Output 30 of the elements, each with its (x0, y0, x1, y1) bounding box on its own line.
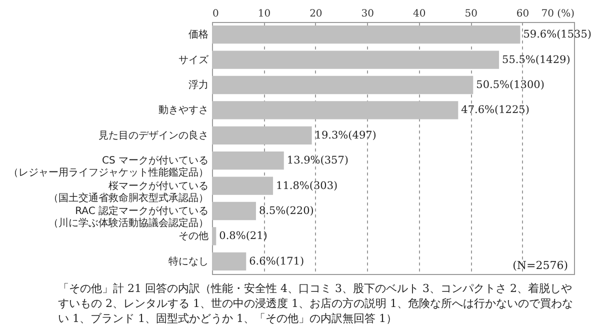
data-label: 13.9%(357) (286, 154, 348, 167)
text: 「その他」計 21 回答の内訳（性能・安全性 4、口コミ 3、股下のベルト 3、コンパクトさ 2、着脱しやすいもの 2、レンタルする 1、世の中の浸透度 1、お店の方の説明 1、危険な所へは行かないので買わない 1、ブランド 1、固型式かどうか 1、「その他」の内訳無回答 1） (58, 281, 574, 326)
data-label: 8.5%(220) (258, 205, 314, 217)
x-tick-label: 10 (258, 8, 271, 20)
annotation: (N=2576) (512, 259, 568, 272)
y-tick-label: 動きやすさ (158, 105, 208, 116)
data-label: 59.6%(1535) (523, 28, 592, 41)
y-tick-label: 浮力 (188, 79, 208, 91)
y-tick-label: 特になし (168, 255, 208, 268)
y-tick-label: 桜マークが付いている（国土交通省救命胴衣型式承認品） (48, 180, 208, 204)
x-tick-label: 30 (361, 8, 374, 20)
x-tick-label: 60 (516, 8, 530, 20)
data-label: 6.6%(171) (249, 255, 304, 268)
data-label: 19.3%(497) (314, 129, 376, 142)
data-label: 50.5%(1300) (476, 79, 544, 91)
x-tick-label: 70 (%) (541, 8, 575, 20)
x-tick-label: 20 (310, 8, 322, 20)
y-tick-label: RAC 認定マークが付いている（川に学ぶ体験活動協議会認定品） (48, 205, 208, 229)
x-tick-label: 40 (412, 8, 426, 20)
x-tick-label: 50 (464, 8, 478, 20)
data-label: 55.5%(1429) (502, 54, 570, 66)
data-label: 11.8%(303) (276, 180, 338, 192)
x-tick-label: 0 (212, 8, 219, 20)
data-label: 0.8%(21) (219, 230, 268, 242)
y-tick-label: 見た目のデザインの良さ (98, 129, 208, 142)
y-tick-label: 価格 (188, 28, 208, 41)
y-tick-label: CS マークが付いている（レジャー用ライフジャケット性能鑑定品） (8, 156, 208, 179)
data-label: 47.6%(1225) (461, 104, 530, 116)
y-tick-label: サイズ (178, 54, 210, 66)
y-tick-label: その他 (178, 230, 208, 242)
